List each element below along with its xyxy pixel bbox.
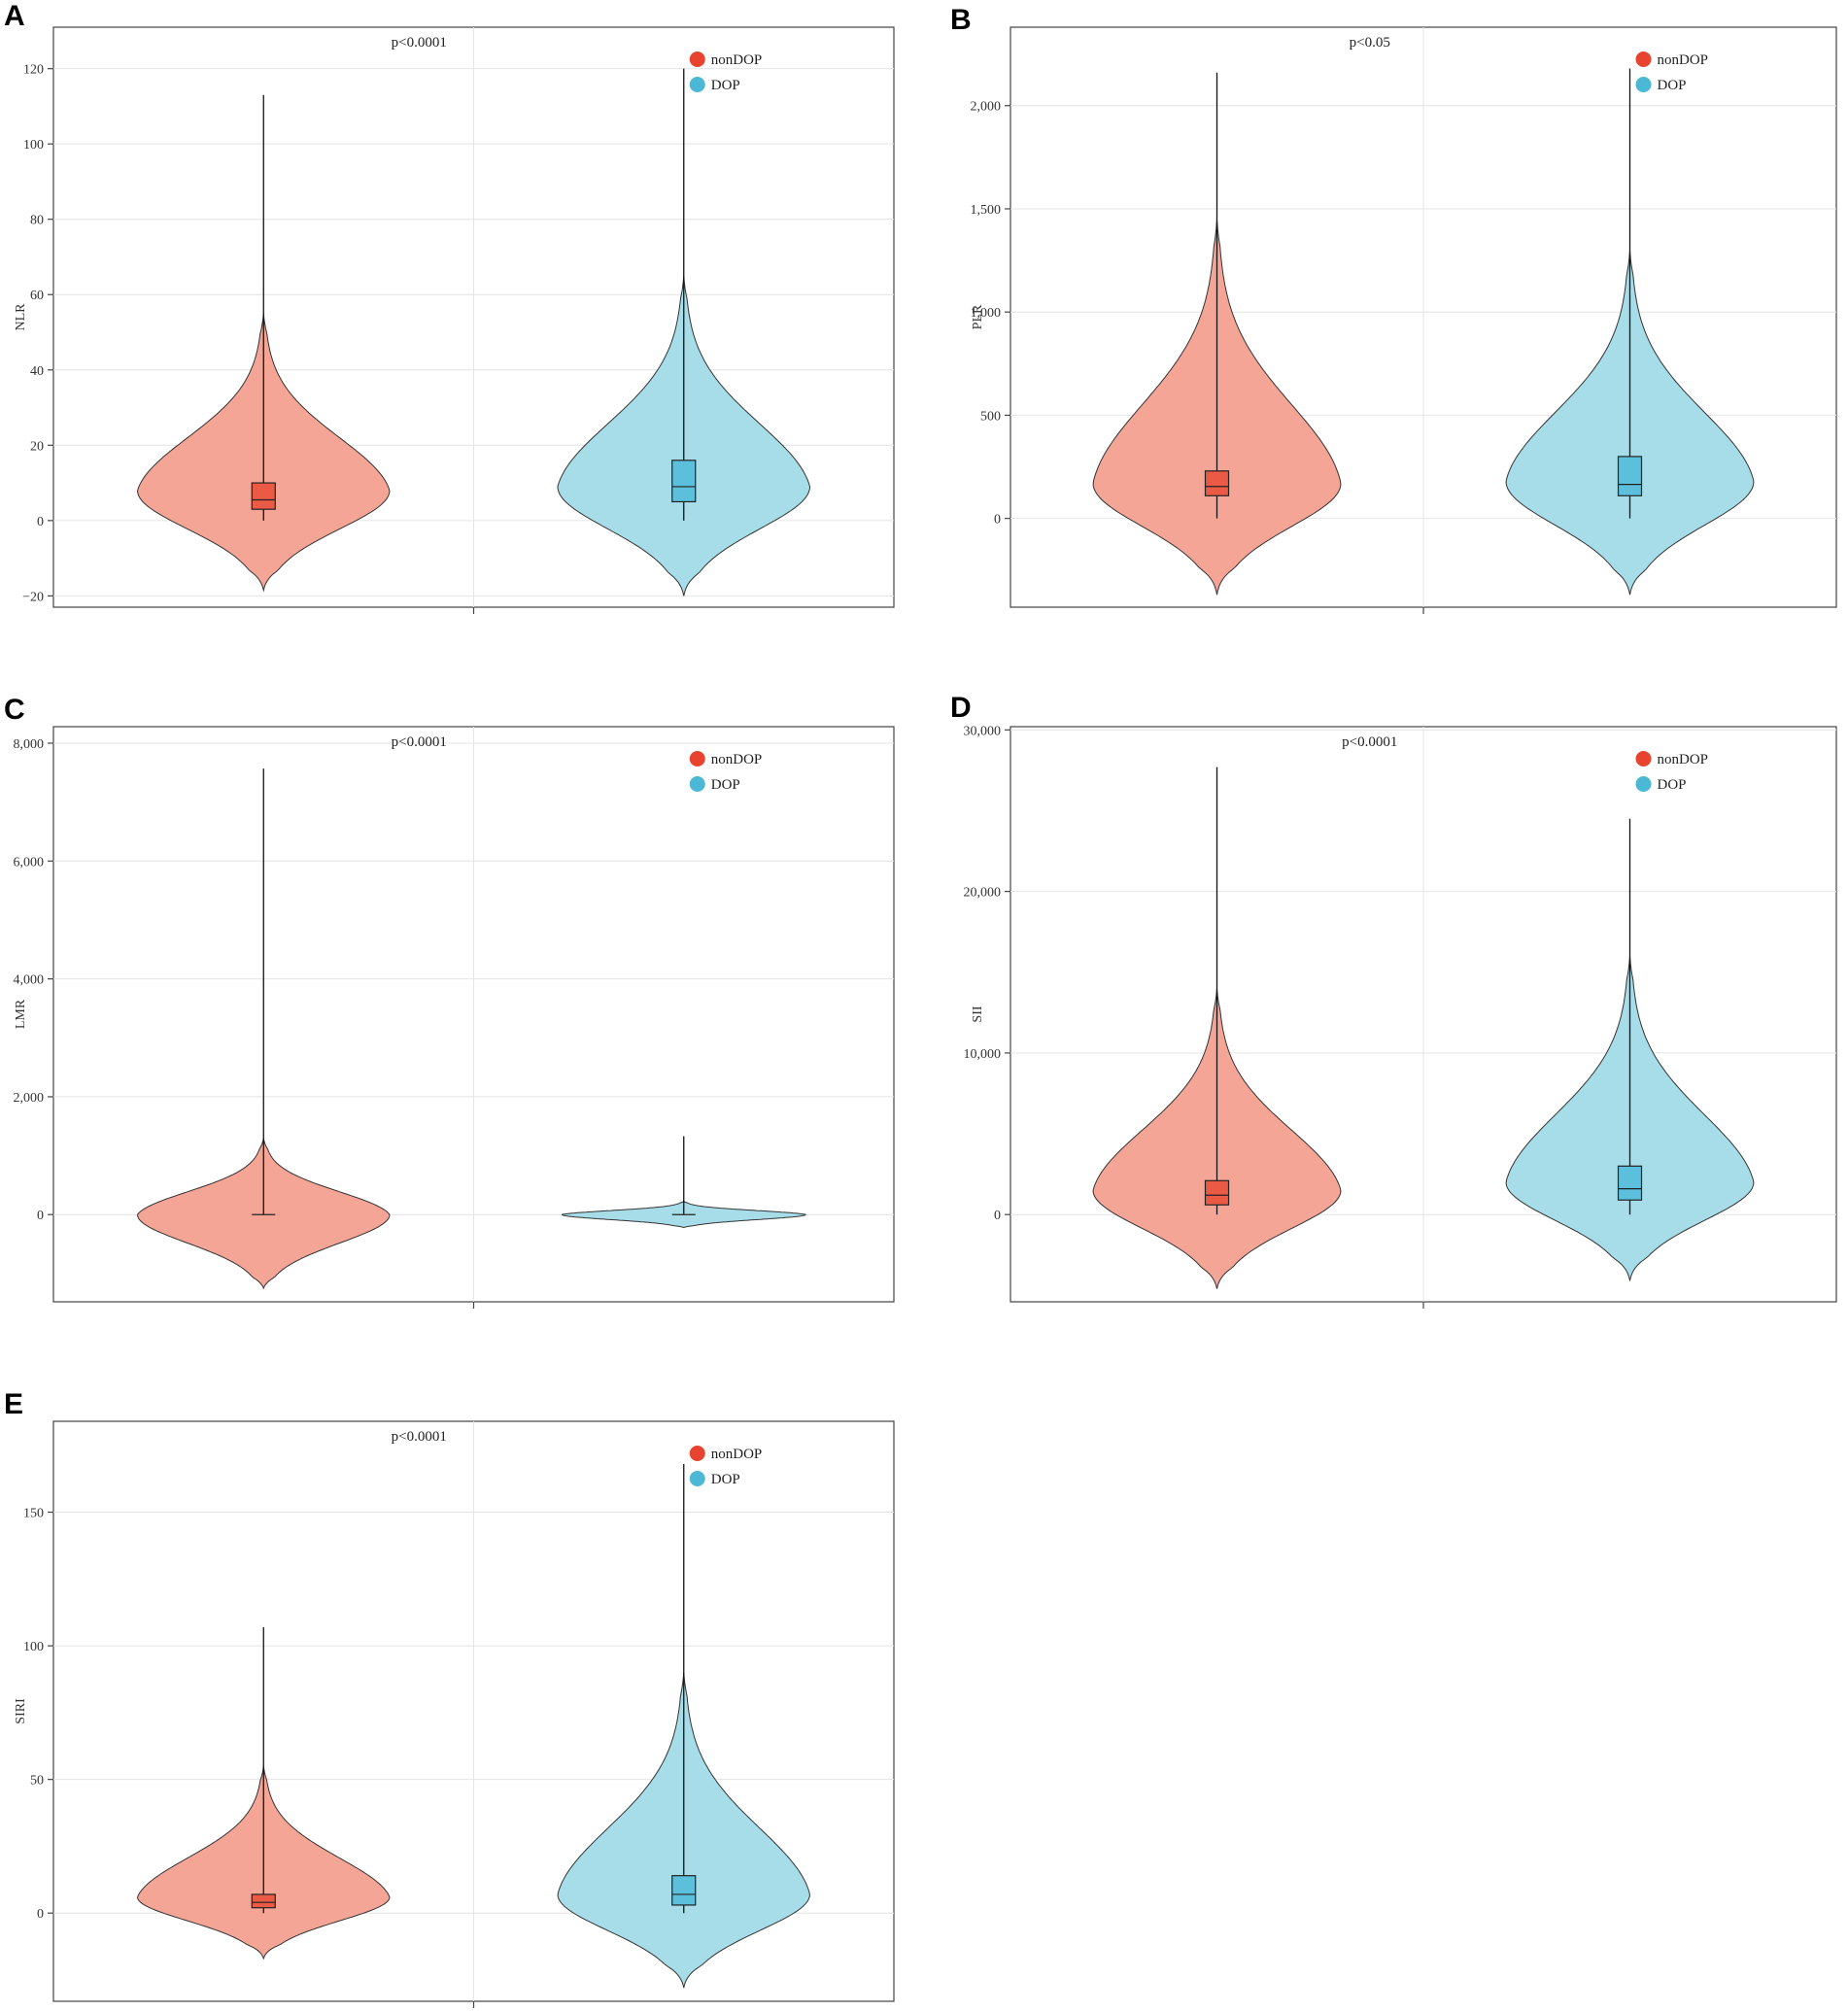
- panel-letter: A: [4, 0, 25, 32]
- legend-label-nondop: nonDOP: [1658, 52, 1709, 68]
- legend-marker-nondop: [689, 51, 705, 67]
- y-tick-label: 1,500: [971, 203, 1002, 218]
- panel-letter: B: [950, 4, 972, 36]
- p-value-annotation: p<0.0001: [392, 35, 447, 51]
- y-tick-label: 2,000: [14, 1091, 45, 1106]
- legend-label-dop: DOP: [711, 1472, 740, 1487]
- box-dop: [671, 460, 697, 503]
- panel-b: B 0 500 1,000 1,500 2,000 PLR p<0.05 nonDOP DOP: [950, 4, 1837, 614]
- panel-c: C 0 2,000 4,000 6,000 8,000 LMR p<0.0001 nonDOP D…: [4, 694, 895, 1309]
- legend-marker-dop: [1635, 776, 1652, 792]
- y-tick-label: 60: [30, 289, 44, 303]
- y-tick-label: 120: [23, 63, 44, 78]
- legend-marker-dop: [689, 776, 705, 792]
- y-tick-label: 0: [37, 1209, 44, 1223]
- y-tick-label: 2,000: [971, 100, 1002, 115]
- p-value-annotation: p<0.0001: [392, 1429, 447, 1445]
- y-tick-label: 40: [30, 364, 44, 379]
- y-tick-label: 0: [994, 513, 1001, 528]
- y-tick-label: 80: [30, 214, 44, 228]
- y-tick-label: 10,000: [964, 1047, 1002, 1062]
- legend-label-dop: DOP: [711, 777, 740, 793]
- legend-marker-nondop: [1635, 51, 1652, 67]
- y-tick-label: −20: [22, 590, 44, 604]
- legend-marker-dop: [689, 77, 705, 92]
- y-tick-label: 100: [23, 138, 44, 153]
- legend-label-dop: DOP: [1658, 777, 1687, 793]
- y-tick-label: 4,000: [14, 973, 45, 988]
- p-value-annotation: p<0.0001: [1342, 734, 1397, 750]
- panel-letter: C: [4, 694, 25, 726]
- legend-label-nondop: nonDOP: [711, 52, 763, 68]
- legend-label-nondop: nonDOP: [711, 752, 763, 767]
- y-axis-label: SIRI: [14, 1698, 28, 1724]
- box-nondop: [251, 1893, 276, 1909]
- y-tick-label: 6,000: [14, 855, 45, 869]
- y-tick-label: 30,000: [964, 724, 1002, 738]
- legend-marker-dop: [689, 1471, 705, 1486]
- legend-label-dop: DOP: [1658, 78, 1687, 93]
- panel-e: E 0 50 100 150 SIRI p<0.0001 nonDOP DOP: [4, 1388, 895, 2008]
- p-value-annotation: p<0.05: [1350, 35, 1390, 51]
- y-tick-label: 20: [30, 439, 44, 454]
- y-tick-label: 1,000: [971, 306, 1002, 321]
- box-nondop: [251, 482, 276, 510]
- y-tick-label: 0: [994, 1209, 1001, 1223]
- legend-marker-nondop: [689, 1446, 705, 1461]
- y-tick-label: 20,000: [964, 886, 1002, 901]
- box-dop: [671, 1875, 697, 1906]
- box-nondop: [1204, 470, 1230, 496]
- y-tick-label: 150: [23, 1507, 44, 1521]
- y-axis-label: NLR: [14, 303, 28, 331]
- y-tick-label: 50: [30, 1774, 44, 1789]
- y-axis-label: SII: [971, 1006, 985, 1022]
- y-axis-label: PLR: [971, 304, 985, 329]
- panel-d: D 0 10,000 20,000 30,000 SII p<0.0001 nonDOP DOP: [950, 692, 1837, 1309]
- p-value-annotation: p<0.0001: [392, 734, 447, 750]
- legend-label-nondop: nonDOP: [1658, 752, 1709, 767]
- panel-a: A −20 0 20 40 60 80 100 120 NLR p<0.0001 nonDOP DOP: [4, 0, 895, 614]
- box-dop: [1617, 1165, 1643, 1201]
- y-tick-label: 500: [980, 409, 1001, 424]
- legend-marker-nondop: [689, 751, 705, 767]
- legend-label-dop: DOP: [711, 78, 740, 93]
- legend-marker-dop: [1635, 77, 1652, 92]
- legend-label-nondop: nonDOP: [711, 1447, 763, 1462]
- panel-letter: D: [950, 692, 972, 724]
- legend-marker-nondop: [1635, 751, 1652, 767]
- box-dop: [1617, 456, 1643, 496]
- y-tick-label: 8,000: [14, 737, 45, 752]
- y-axis-label: LMR: [14, 999, 28, 1029]
- box-nondop: [1204, 1179, 1230, 1206]
- y-tick-label: 0: [37, 1907, 44, 1922]
- panel-letter: E: [4, 1388, 23, 1420]
- y-tick-label: 0: [37, 515, 44, 529]
- y-tick-label: 100: [23, 1640, 44, 1654]
